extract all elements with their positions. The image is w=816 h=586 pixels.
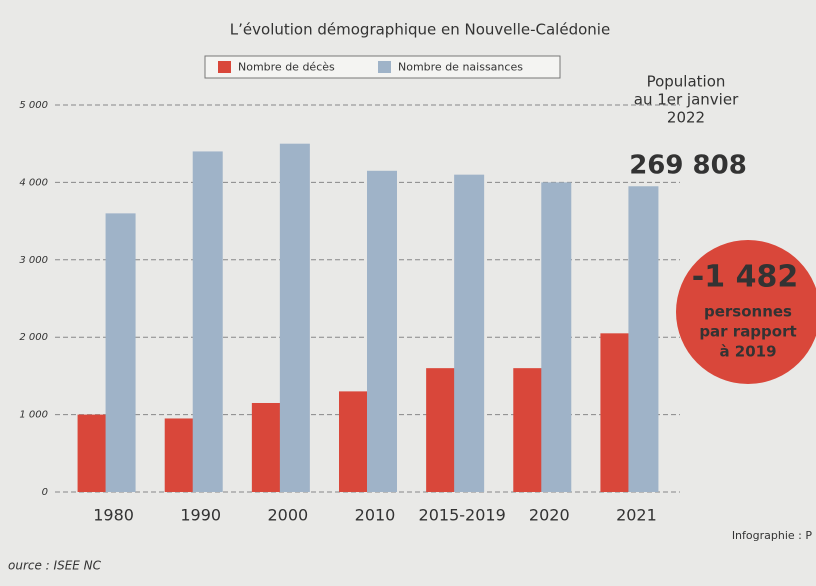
population-label: 2022 [667, 109, 705, 127]
x-tick-label: 2021 [616, 506, 657, 525]
legend-label: Nombre de décès [238, 61, 335, 74]
legend-label: Nombre de naissances [398, 61, 523, 74]
bar [164, 418, 195, 492]
x-tick-label: 1980 [93, 506, 134, 525]
change-text: par rapport [699, 323, 796, 341]
y-tick-label: 3 000 [19, 255, 48, 266]
x-tick-label: 2000 [267, 506, 308, 525]
population-value: 269 808 [629, 151, 747, 181]
legend-swatch [378, 61, 391, 73]
change-text: personnes [704, 303, 792, 321]
bar [105, 213, 136, 493]
x-tick-label: 2015-2019 [419, 506, 506, 525]
legend-swatch [218, 61, 231, 73]
x-tick-label: 2020 [529, 506, 570, 525]
bar [541, 182, 572, 492]
y-tick-label: 5 000 [19, 100, 48, 111]
x-tick-label: 2010 [355, 506, 396, 525]
bar [77, 414, 108, 492]
y-tick-label: 0 [42, 487, 48, 498]
chart-title: L’évolution démographique en Nouvelle-Ca… [230, 21, 610, 39]
change-text: à 2019 [719, 343, 776, 361]
y-tick-label: 2 000 [19, 332, 48, 343]
bar [192, 151, 223, 492]
bar [339, 391, 369, 492]
population-label: au 1er janvier [634, 91, 739, 109]
bar [367, 170, 397, 493]
source: ource : ISEE NC [8, 559, 102, 573]
bar [454, 174, 485, 492]
change-badge [676, 240, 816, 384]
bar [426, 368, 457, 492]
credit: Infographie : P [732, 529, 813, 542]
bar [513, 368, 544, 492]
bar [279, 143, 310, 492]
population-label: Population [647, 73, 726, 91]
bar [251, 402, 282, 492]
bar [628, 186, 659, 492]
y-tick-label: 4 000 [19, 177, 48, 188]
bar [600, 333, 631, 492]
y-tick-label: 1 000 [19, 410, 48, 421]
change-value: -1 482 [692, 260, 798, 295]
x-tick-label: 1990 [180, 506, 221, 525]
